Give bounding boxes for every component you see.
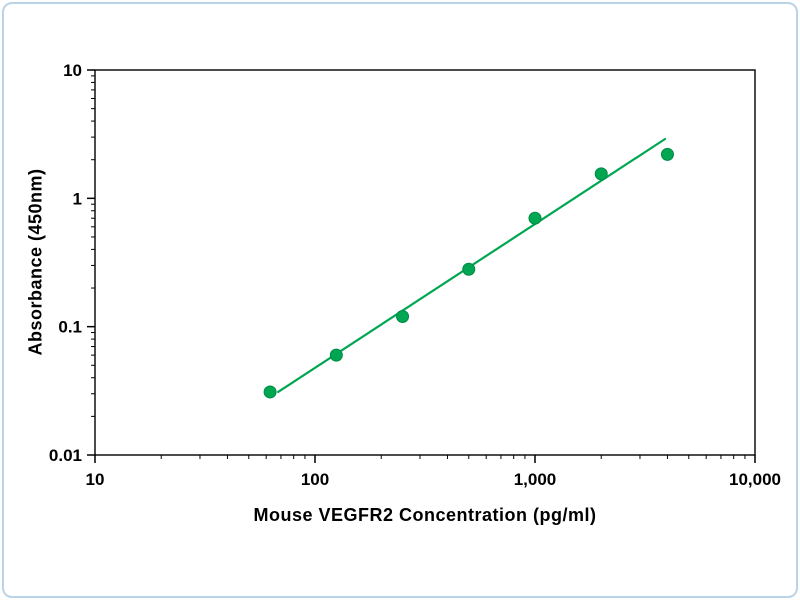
data-point xyxy=(329,348,343,362)
x-tick-label: 10 xyxy=(86,470,105,489)
data-point xyxy=(396,310,410,324)
data-point xyxy=(594,167,608,181)
x-tick-label: 10,000 xyxy=(729,470,781,489)
data-point xyxy=(528,211,542,225)
data-point xyxy=(660,147,674,161)
y-tick-label: 0.01 xyxy=(49,446,82,465)
y-tick-label: 0.1 xyxy=(58,318,82,337)
y-tick-label: 10 xyxy=(63,61,82,80)
data-point xyxy=(462,262,476,276)
data-point xyxy=(263,385,277,399)
x-axis-title: Mouse VEGFR2 Concentration (pg/ml) xyxy=(253,505,597,525)
x-tick-label: 1,000 xyxy=(514,470,557,489)
y-axis-title: Absorbance (450nm) xyxy=(25,168,46,356)
x-tick-label: 100 xyxy=(301,470,329,489)
y-tick-label: 1 xyxy=(73,189,82,208)
plot-border xyxy=(94,69,756,456)
